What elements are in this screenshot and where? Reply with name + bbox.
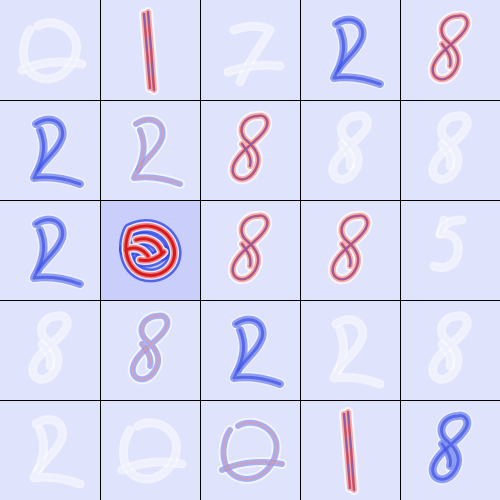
digit-stroke-eight-l3-p0 [331,214,369,281]
digit-stroke-blob-l3-p1 [134,237,164,256]
digit-stroke-seven-l1-p1 [226,63,282,74]
digit-stroke-eight-l1-p0 [430,313,470,382]
digit-stroke-blob-l3-p2 [138,250,166,262]
saliency-cell-r5-c1 [0,400,100,500]
digit-stroke-two-l1-p0 [32,417,82,486]
grid-divider-horizontal [0,200,500,201]
grid-divider-horizontal [0,100,500,101]
digit-stroke-eight-l1-p0 [430,113,470,182]
digit-stroke-zero-l2-p0 [222,421,278,480]
digit-stroke-eight-l2-p0 [431,414,469,481]
digit-stroke-eight-l3-p1 [241,143,252,167]
digit-stroke-one-l3-p0 [147,11,155,91]
saliency-cell-r5-c3 [200,400,300,500]
grid-divider-horizontal [0,400,500,401]
digit-stroke-eight-l3-p1 [441,43,452,67]
saliency-cell-r4-c3 [200,300,300,400]
digit-stroke-one-l3-p1 [343,413,351,489]
saliency-cell-r4-c4 [300,300,400,400]
saliency-cell-r2-c3 [200,100,300,200]
digit-stroke-two-l2-p0 [232,318,282,386]
digit-stroke-two-l1-p1 [336,328,346,372]
grid-divider-vertical [200,0,201,500]
saliency-cell-r2-c5 [400,100,500,200]
digit-stroke-eight-l3-p0 [231,114,269,181]
saliency-cell-r1-c5 [400,0,500,100]
digit-stroke-eight-l2-p0 [131,314,169,381]
digit-stroke-two-l2-p1 [236,328,246,372]
saliency-cell-r5-c4 [300,400,400,500]
digit-stroke-zero-l1-p0 [21,20,79,81]
digit-stroke-one-l3-p1 [143,13,151,89]
saliency-cell-r1-c1 [0,0,100,100]
saliency-cell-r3-c3 [200,200,300,300]
digit-stroke-eight-l1-p1 [340,142,353,168]
digit-stroke-eight-l1-p0 [330,113,370,182]
saliency-cell-r1-c3 [200,0,300,100]
digit-stroke-one-l3-p0 [347,411,355,491]
digit-stroke-two-l1-p0 [332,317,382,386]
cell-background [200,0,300,100]
cell-background [0,0,100,100]
digit-stroke-two-l2-p1 [336,28,346,72]
digit-stroke-blob-l3-p3 [124,246,150,258]
digit-stroke-five-l1-p0 [432,218,464,270]
digit-stroke-two-l2-p1 [36,228,46,272]
digit-stroke-zero-l1-p1 [20,60,84,72]
digit-stroke-two-l2-p0 [133,118,181,185]
digit-stroke-eight-l2-p1 [440,442,452,468]
digit-stroke-two-l2-p0 [332,18,382,86]
saliency-cell-r3-c2 [100,200,200,300]
saliency-cell-r4-c1 [0,300,100,400]
digit-stroke-zero-l1-p0 [121,420,179,481]
grid-divider-vertical [300,0,301,500]
cell-background [200,400,300,500]
digit-stroke-eight-l3-p0 [431,14,469,81]
digit-stroke-eight-l3-p1 [241,243,252,267]
cell-background [100,400,200,500]
saliency-cell-r2-c1 [0,100,100,200]
digit-stroke-two-l2-p0 [32,118,82,186]
grid-divider-vertical [100,0,101,500]
digit-stroke-two-l2-p0 [32,218,82,286]
cell-background [400,200,500,300]
digit-stroke-eight-l1-p0 [30,313,70,382]
saliency-cell-r5-c5 [400,400,500,500]
digit-stroke-eight-l3-p1 [341,243,352,267]
saliency-cell-r1-c2 [100,0,200,100]
digit-stroke-eight-l3-p0 [231,214,269,281]
digit-stroke-two-l2-p1 [137,129,145,171]
saliency-cell-r5-c2 [100,400,200,500]
saliency-cell-r4-c5 [400,300,500,400]
saliency-cell-r4-c2 [100,300,200,400]
saliency-cell-r2-c2 [100,100,200,200]
digit-stroke-eight-l1-p1 [440,142,453,168]
digit-stroke-eight-l2-p1 [141,343,152,367]
saliency-cell-r3-c4 [300,200,400,300]
saliency-cell-r2-c4 [300,100,400,200]
digit-stroke-five-l1-p1 [438,218,446,236]
saliency-cell-r3-c1 [0,200,100,300]
digit-stroke-eight-l1-p1 [440,342,453,368]
digit-stroke-zero-l2-p1 [221,461,283,471]
saliency-cell-r1-c4 [300,0,400,100]
digit-stroke-zero-l1-p1 [120,460,184,472]
digit-stroke-eight-l1-p1 [40,342,53,368]
digit-stroke-blob-l3-p0 [124,224,177,277]
digit-stroke-two-l1-p1 [36,428,46,472]
digit-stroke-two-l2-p1 [36,128,46,172]
grid-divider-horizontal [0,300,500,301]
grid-divider-vertical [400,0,401,500]
saliency-cell-r3-c5 [400,200,500,300]
